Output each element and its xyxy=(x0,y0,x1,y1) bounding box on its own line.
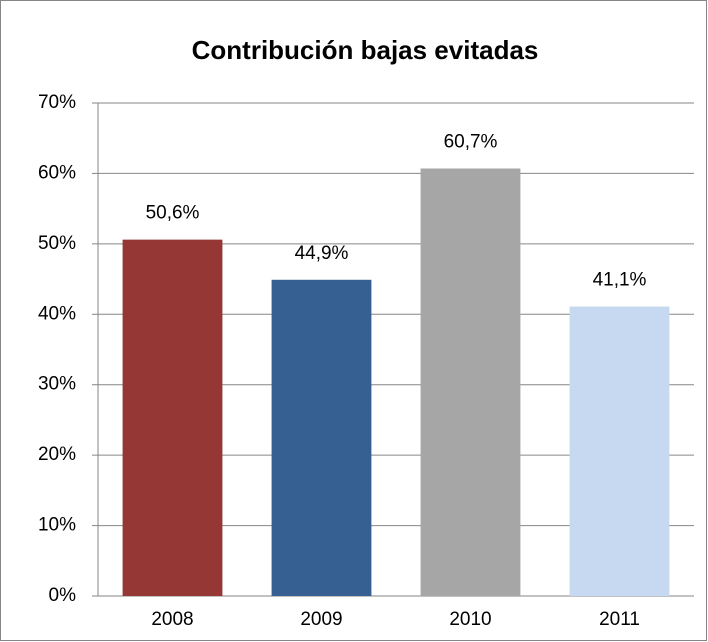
x-tick-label: 2009 xyxy=(300,609,342,630)
y-tick-label: 50% xyxy=(38,233,76,254)
value-label: 44,9% xyxy=(295,243,349,264)
x-tick-label: 2011 xyxy=(599,609,640,630)
value-label: 60,7% xyxy=(444,132,498,153)
x-tick-label: 2010 xyxy=(449,609,491,630)
bar xyxy=(271,279,372,596)
y-tick-label: 70% xyxy=(38,92,76,113)
bar xyxy=(122,239,223,597)
y-tick-label: 40% xyxy=(38,303,76,324)
y-tick-label: 10% xyxy=(38,515,76,536)
value-label: 50,6% xyxy=(146,203,200,224)
y-tick-label: 60% xyxy=(38,162,76,183)
bar xyxy=(420,168,521,596)
y-tick-label: 0% xyxy=(49,585,77,606)
x-tick-label: 2008 xyxy=(151,609,193,630)
bar xyxy=(569,306,670,596)
value-label: 41,1% xyxy=(593,270,647,291)
chart-title: Contribución bajas evitadas xyxy=(192,35,539,65)
y-tick-label: 30% xyxy=(38,374,76,395)
y-tick-label: 20% xyxy=(38,444,76,465)
